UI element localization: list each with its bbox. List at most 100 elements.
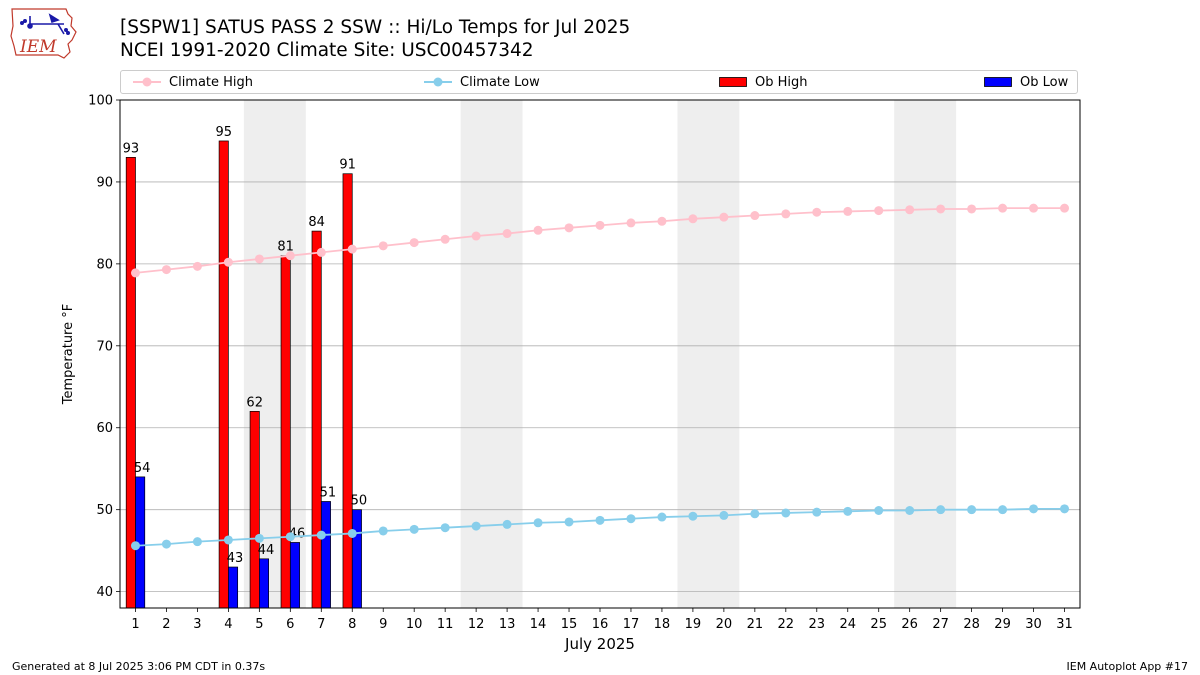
legend-line-swatch-icon [133, 77, 161, 87]
climate-high-point [657, 216, 667, 226]
climate-high-point [750, 211, 760, 221]
climate-low-point [502, 519, 512, 529]
ob-high-label: 81 [277, 240, 294, 255]
footer-app-text: IEM Autoplot App #17 [1066, 660, 1189, 673]
climate-low-point [750, 509, 760, 519]
x-tick-label: 3 [193, 617, 201, 632]
x-tick-label: 1 [131, 617, 139, 632]
ob-high-bar [125, 157, 136, 609]
climate-low-point [471, 521, 481, 531]
climate-high-point [254, 254, 264, 264]
climate-high-point [595, 220, 605, 230]
legend-label-climate-low: Climate Low [460, 74, 540, 90]
legend-item-ob-low: Ob Low [984, 71, 1068, 93]
legend-bar-swatch-icon [984, 77, 1012, 87]
y-tick-label: 80 [96, 257, 113, 272]
climate-high-point [285, 251, 295, 261]
ob-high-bar [342, 173, 353, 609]
x-tick-label: 22 [778, 617, 795, 632]
climate-high-point [626, 218, 636, 228]
y-tick-label: 50 [96, 503, 113, 518]
x-tick-label: 13 [499, 617, 516, 632]
ob-high-bar [280, 255, 291, 609]
climate-low-point [812, 507, 822, 517]
climate-low-point [440, 523, 450, 533]
climate-low-point [316, 530, 326, 540]
climate-high-point [688, 214, 698, 224]
x-tick-label: 30 [1025, 617, 1042, 632]
climate-high-point [905, 205, 915, 215]
x-tick-label: 12 [468, 617, 485, 632]
climate-high-point [192, 261, 202, 271]
x-axis-label: July 2025 [564, 635, 635, 653]
climate-low-point [936, 505, 946, 515]
y-tick-label: 40 [96, 585, 113, 600]
ob-low-bar [259, 558, 269, 609]
climate-low-point [533, 518, 543, 528]
x-tick-label: 28 [963, 617, 980, 632]
chart-subtitle: NCEI 1991-2020 Climate Site: USC00457342 [120, 40, 534, 61]
x-tick-label: 19 [685, 617, 702, 632]
climate-high-point [440, 234, 450, 244]
climate-low-point [564, 517, 574, 527]
climate-high-point [1060, 203, 1070, 213]
climate-low-point [409, 524, 419, 534]
climate-low-point [874, 505, 884, 515]
weekend-band [460, 100, 523, 608]
climate-low-point [130, 541, 140, 551]
climate-low-point [998, 505, 1008, 515]
ob-high-label: 62 [246, 395, 263, 410]
chart-title: [SSPW1] SATUS PASS 2 SSW :: Hi/Lo Temps … [120, 17, 631, 38]
x-tick-label: 21 [747, 617, 764, 632]
x-tick-label: 10 [406, 617, 423, 632]
weekend-band [677, 100, 740, 608]
legend-line-swatch-icon [424, 77, 452, 87]
climate-high-point [1029, 203, 1039, 213]
climate-high-point [502, 229, 512, 239]
climate-low-point [967, 505, 977, 515]
ob-low-bar [320, 501, 331, 609]
logo-text: IEM [19, 37, 57, 57]
y-axis-label: Temperature °F [61, 304, 76, 405]
legend-label-ob-low: Ob Low [1020, 74, 1069, 90]
x-tick-label: 9 [379, 617, 387, 632]
ob-high-bar [249, 411, 260, 609]
x-tick-label: 17 [623, 617, 640, 632]
x-tick-label: 15 [561, 617, 578, 632]
climate-high-point [874, 206, 884, 216]
climate-low-point [688, 511, 698, 521]
climate-low-point [781, 508, 791, 518]
legend-item-ob-high: Ob High [719, 71, 808, 93]
x-tick-label: 31 [1056, 617, 1073, 632]
climate-low-point [719, 510, 729, 520]
legend-item-climate-high: Climate High [133, 71, 253, 93]
weather-station-icon [20, 13, 70, 35]
climate-low-point [285, 532, 295, 542]
ob-low-label: 43 [227, 551, 244, 566]
climate-low-point [843, 506, 853, 516]
legend-label-ob-high: Ob High [755, 74, 808, 90]
climate-high-point [409, 238, 419, 248]
footer-generated-text: Generated at 8 Jul 2025 3:06 PM CDT in 0… [12, 660, 266, 673]
legend-bar-swatch-icon [719, 77, 747, 87]
x-tick-label: 18 [654, 617, 671, 632]
legend: Climate High Climate Low Ob High Ob Low [120, 70, 1078, 94]
x-tick-label: 14 [530, 617, 547, 632]
x-tick-label: 4 [224, 617, 232, 632]
climate-high-point [843, 206, 853, 216]
climate-high-point [316, 247, 326, 257]
ob-low-label: 50 [351, 494, 368, 509]
ob-low-label: 51 [320, 485, 337, 500]
iowa-outline-icon [10, 8, 77, 59]
climate-low-point [905, 505, 915, 515]
climate-high-point [533, 225, 543, 235]
climate-low-point [254, 533, 264, 543]
climate-high-point [130, 268, 140, 278]
x-tick-label: 16 [592, 617, 609, 632]
ob-low-bar [351, 509, 362, 609]
climate-low-point [161, 539, 171, 549]
climate-high-point [564, 223, 574, 233]
x-tick-label: 24 [839, 617, 856, 632]
x-tick-label: 20 [716, 617, 733, 632]
climate-high-point [967, 204, 977, 214]
